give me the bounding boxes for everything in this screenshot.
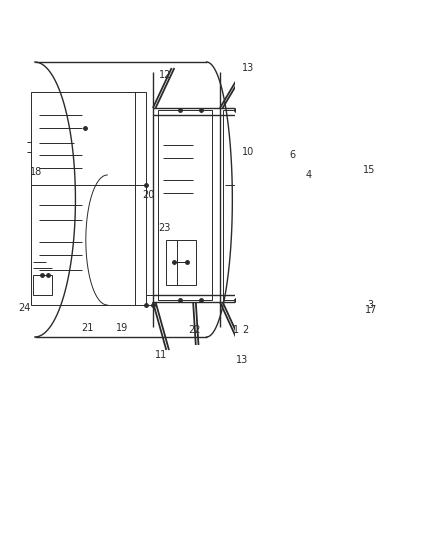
Text: 23: 23 [159, 223, 171, 233]
Text: 13: 13 [237, 355, 249, 365]
Text: 22: 22 [188, 325, 201, 335]
Bar [166, 240, 196, 285]
Text: 1: 1 [233, 325, 239, 335]
Text: 18: 18 [30, 167, 42, 177]
Bar [33, 275, 52, 295]
Text: 6: 6 [290, 150, 295, 160]
Text: 3: 3 [367, 300, 373, 310]
Bar [223, 110, 290, 300]
Text: 10: 10 [242, 147, 254, 157]
Text: 4: 4 [305, 170, 311, 180]
Text: 20: 20 [142, 190, 155, 200]
Text: 13: 13 [242, 63, 254, 73]
Bar [311, 105, 358, 300]
Bar [31, 92, 146, 305]
Text: 2: 2 [242, 325, 248, 335]
Text: 15: 15 [363, 165, 375, 175]
Text: 11: 11 [155, 350, 167, 360]
Text: 24: 24 [18, 303, 30, 313]
Text: 19: 19 [116, 323, 128, 333]
Text: 21: 21 [81, 323, 94, 333]
Bar [158, 110, 212, 300]
Text: 12: 12 [159, 70, 171, 80]
Text: 17: 17 [365, 305, 378, 315]
Bar [341, 170, 357, 225]
